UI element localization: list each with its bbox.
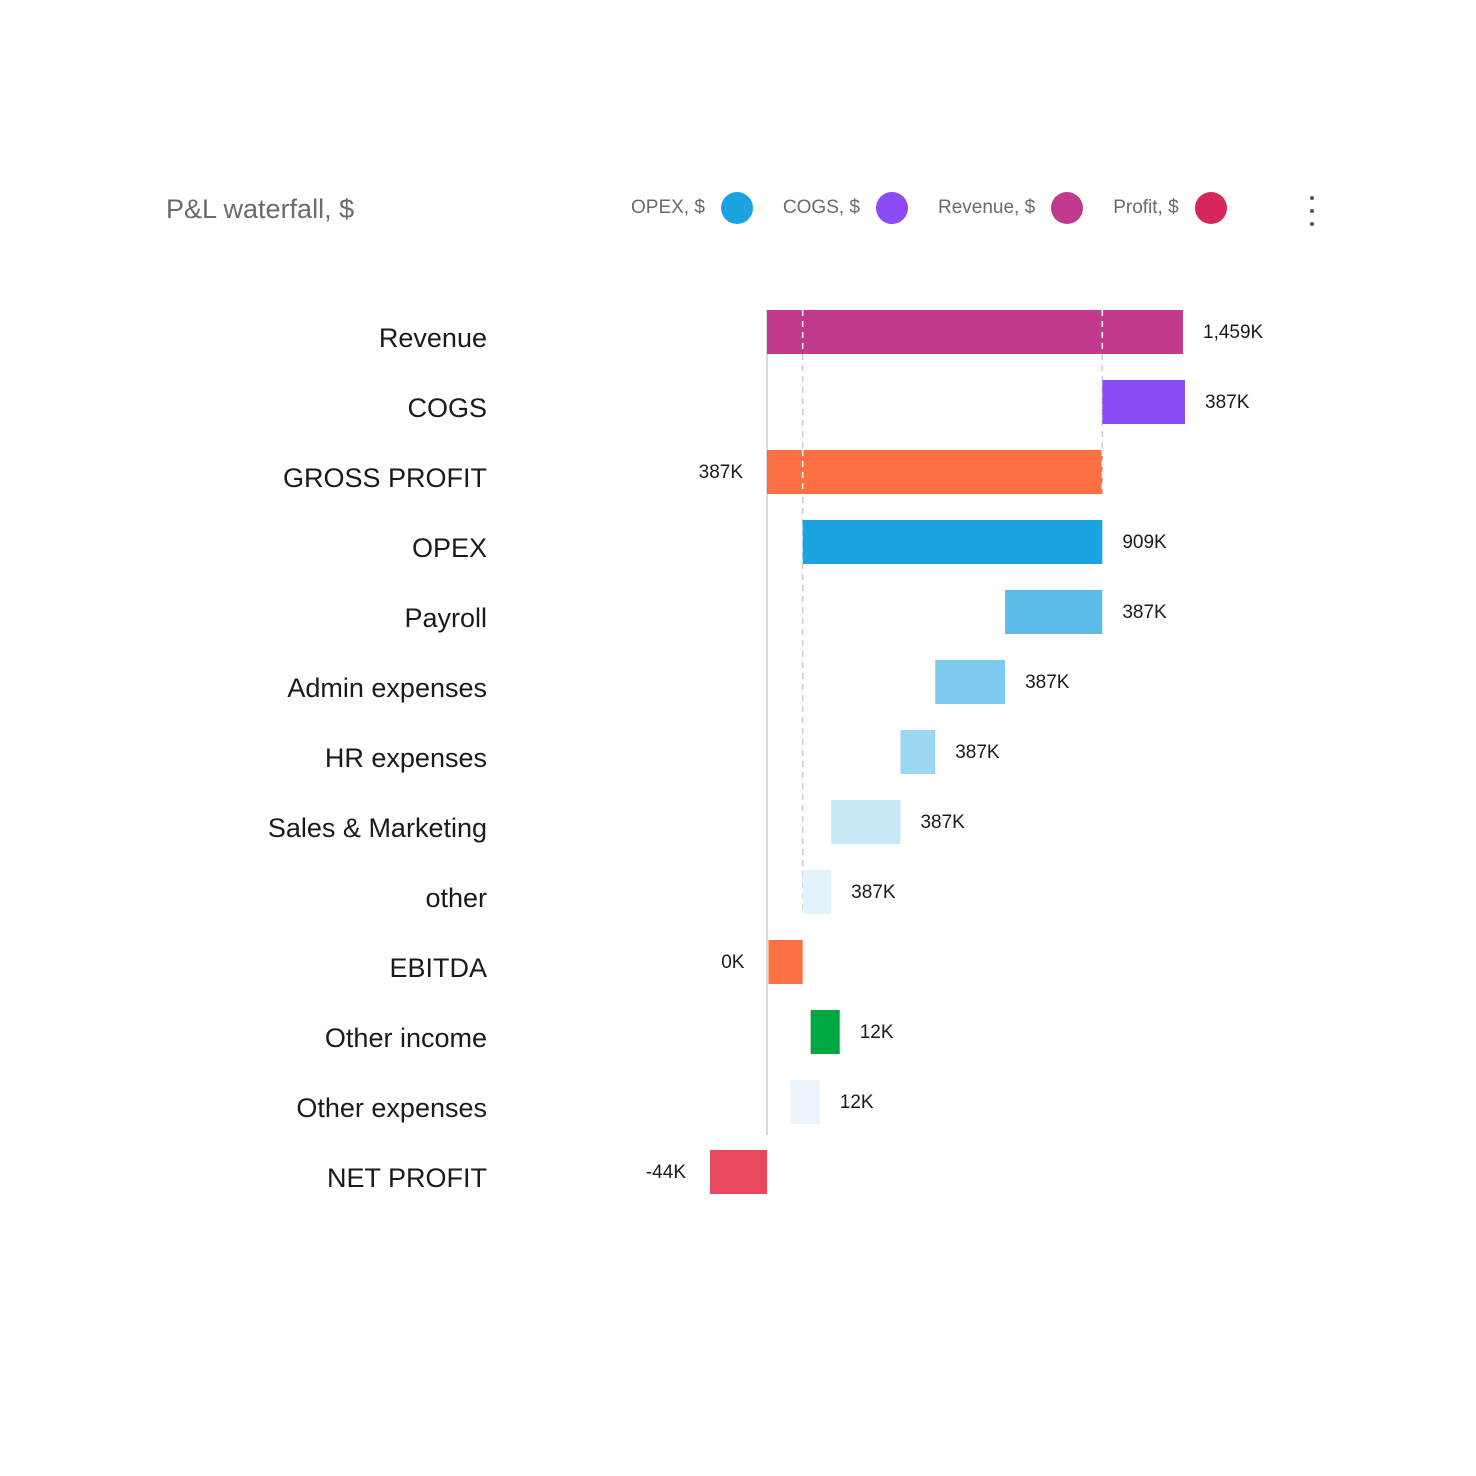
category-label: Other income bbox=[325, 1023, 487, 1053]
value-label: -44K bbox=[646, 1162, 686, 1183]
category-label: Revenue bbox=[379, 323, 487, 353]
legend-label: Profit, $ bbox=[1113, 197, 1179, 218]
bar-revenue[interactable] bbox=[767, 310, 1184, 354]
value-label: 387K bbox=[955, 742, 1000, 763]
category-label: EBITDA bbox=[389, 953, 487, 983]
value-label: 387K bbox=[699, 462, 744, 483]
legend-label: Revenue, $ bbox=[938, 197, 1036, 218]
bar-hr-expenses[interactable] bbox=[900, 730, 936, 774]
bar-net-profit[interactable] bbox=[710, 1150, 768, 1194]
legend-label: COGS, $ bbox=[782, 197, 860, 218]
value-label: 387K bbox=[851, 882, 896, 903]
value-label: 387K bbox=[1205, 392, 1250, 413]
category-label: NET PROFIT bbox=[327, 1163, 487, 1193]
category-label: Other expenses bbox=[296, 1093, 487, 1123]
legend-item-revenue[interactable]: Revenue, $ bbox=[938, 192, 1084, 224]
legend-dot bbox=[1194, 192, 1227, 224]
chart-title: P&L waterfall, $ bbox=[166, 194, 355, 224]
legend-dot bbox=[876, 192, 908, 224]
category-label: other bbox=[425, 883, 487, 913]
bar-cogs[interactable] bbox=[1102, 380, 1185, 424]
bar-admin-expenses[interactable] bbox=[935, 660, 1006, 704]
category-label: OPEX bbox=[412, 533, 487, 563]
category-label: HR expenses bbox=[325, 743, 487, 773]
value-label: 12K bbox=[860, 1022, 894, 1043]
bar-opex[interactable] bbox=[802, 520, 1103, 564]
category-label: COGS bbox=[407, 393, 487, 423]
bar-payroll[interactable] bbox=[1005, 590, 1103, 634]
legend-item-opex[interactable]: OPEX, $ bbox=[631, 192, 753, 224]
value-label: 387K bbox=[920, 812, 965, 833]
bar-gross-profit[interactable] bbox=[767, 450, 1103, 494]
legend-label: OPEX, $ bbox=[631, 197, 705, 218]
value-label: 909K bbox=[1122, 532, 1167, 553]
legend-item-cogs[interactable]: COGS, $ bbox=[783, 192, 908, 224]
value-label: 12K bbox=[840, 1092, 874, 1113]
bar-other-expenses[interactable] bbox=[790, 1080, 820, 1124]
more-options-icon[interactable] bbox=[1300, 196, 1324, 226]
category-label: Admin expenses bbox=[287, 673, 487, 703]
legend-item-profit[interactable]: Profit, $ bbox=[1113, 192, 1227, 224]
value-label: 0K bbox=[721, 952, 745, 973]
category-label: Sales & Marketing bbox=[268, 813, 487, 843]
value-label: 1,459K bbox=[1203, 322, 1264, 343]
category-label: GROSS PROFIT bbox=[283, 463, 487, 493]
bar-other[interactable] bbox=[802, 870, 832, 914]
bar-sales-marketing[interactable] bbox=[831, 800, 901, 844]
legend-dot bbox=[1051, 192, 1084, 224]
bar-other-income[interactable] bbox=[810, 1010, 840, 1054]
value-label: 387K bbox=[1025, 672, 1070, 693]
legend: OPEX, $ COGS, $ Revenue, $ Profit, $ bbox=[631, 192, 1257, 224]
value-label: 387K bbox=[1122, 602, 1167, 623]
legend-dot bbox=[720, 192, 753, 224]
category-label: Payroll bbox=[404, 603, 487, 633]
bar-ebitda[interactable] bbox=[768, 940, 803, 984]
